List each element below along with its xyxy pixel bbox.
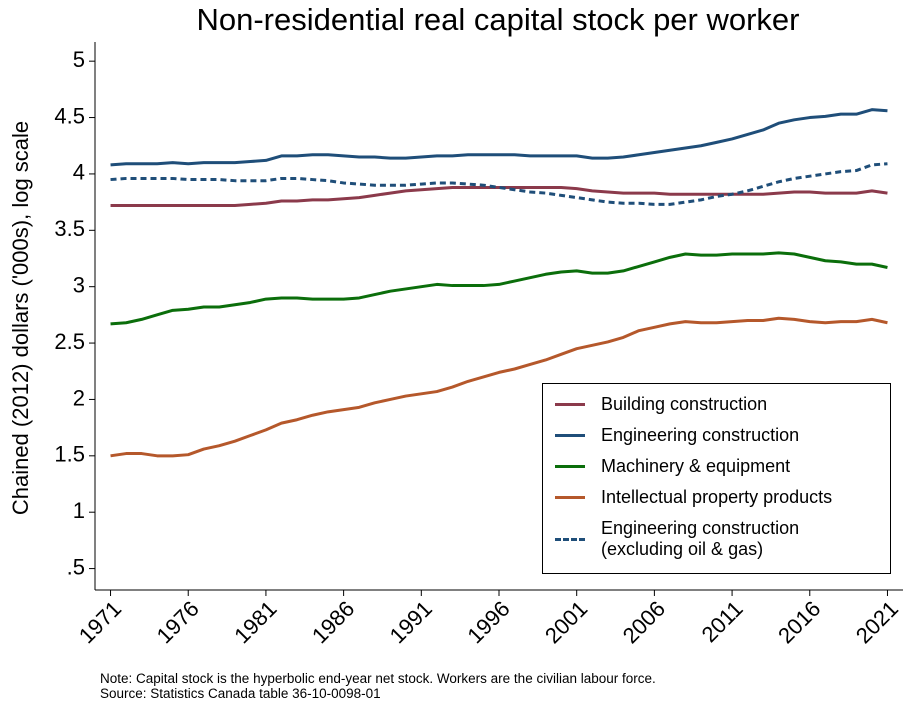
chart-title: Non-residential real capital stock per w… <box>196 2 799 37</box>
series-line <box>110 108 888 167</box>
legend-key <box>555 465 585 468</box>
legend-label: Machinery & equipment <box>601 456 791 476</box>
series-line <box>110 316 888 458</box>
y-tick-label: 3 <box>73 272 85 297</box>
legend-key <box>555 403 585 406</box>
legend-item: Engineering construction <box>543 425 890 446</box>
y-tick-label: 2.5 <box>54 329 85 354</box>
legend-key <box>555 537 585 541</box>
legend-item: Intellectual property products <box>543 487 890 508</box>
y-tick-label: 5 <box>73 47 85 72</box>
y-tick-label: 1 <box>73 498 85 523</box>
legend: Building construction Engineering constru… <box>542 383 891 574</box>
x-tick-label: 2001 <box>540 596 592 648</box>
legend-item: Building construction <box>543 394 890 415</box>
x-tick-label: 1991 <box>385 596 437 648</box>
y-tick-label: 4 <box>73 160 85 185</box>
series-line <box>110 251 888 326</box>
x-tick-label: 1976 <box>152 596 204 648</box>
y-axis-label: Chained (2012) dollars ('000s), log scal… <box>8 121 33 515</box>
x-tick-label: 2011 <box>697 596 748 647</box>
series-line <box>110 185 888 207</box>
y-tick-label: 1.5 <box>54 442 85 467</box>
x-tick-label: 1996 <box>462 596 514 648</box>
legend-label: Engineering construction (excluding oil … <box>601 518 800 559</box>
legend-label: Intellectual property products <box>601 487 833 507</box>
y-tick-label: .5 <box>67 554 85 579</box>
y-tick-label: 3.5 <box>54 216 85 241</box>
legend-item: Engineering construction (excluding oil … <box>543 518 890 560</box>
x-tick-label: 2006 <box>618 596 670 648</box>
x-tick-label: 1986 <box>307 596 359 648</box>
legend-label: Engineering construction <box>601 425 800 445</box>
legend-key <box>555 496 585 499</box>
y-tick-label: 4.5 <box>54 103 85 128</box>
legend-item: Machinery & equipment <box>543 456 890 477</box>
x-tick-label: 1981 <box>229 596 281 648</box>
legend-key <box>555 434 585 437</box>
legend-label: Building construction <box>601 394 768 414</box>
x-tick-label: 2016 <box>773 596 825 648</box>
y-tick-label: 2 <box>73 385 85 410</box>
series-line <box>110 162 888 206</box>
x-tick-label: 2021 <box>851 596 903 648</box>
x-tick-label: 1971 <box>74 596 126 648</box>
source: Source: Statistics Canada table 36-10-00… <box>100 686 381 701</box>
note: Note: Capital stock is the hyperbolic en… <box>100 671 656 686</box>
